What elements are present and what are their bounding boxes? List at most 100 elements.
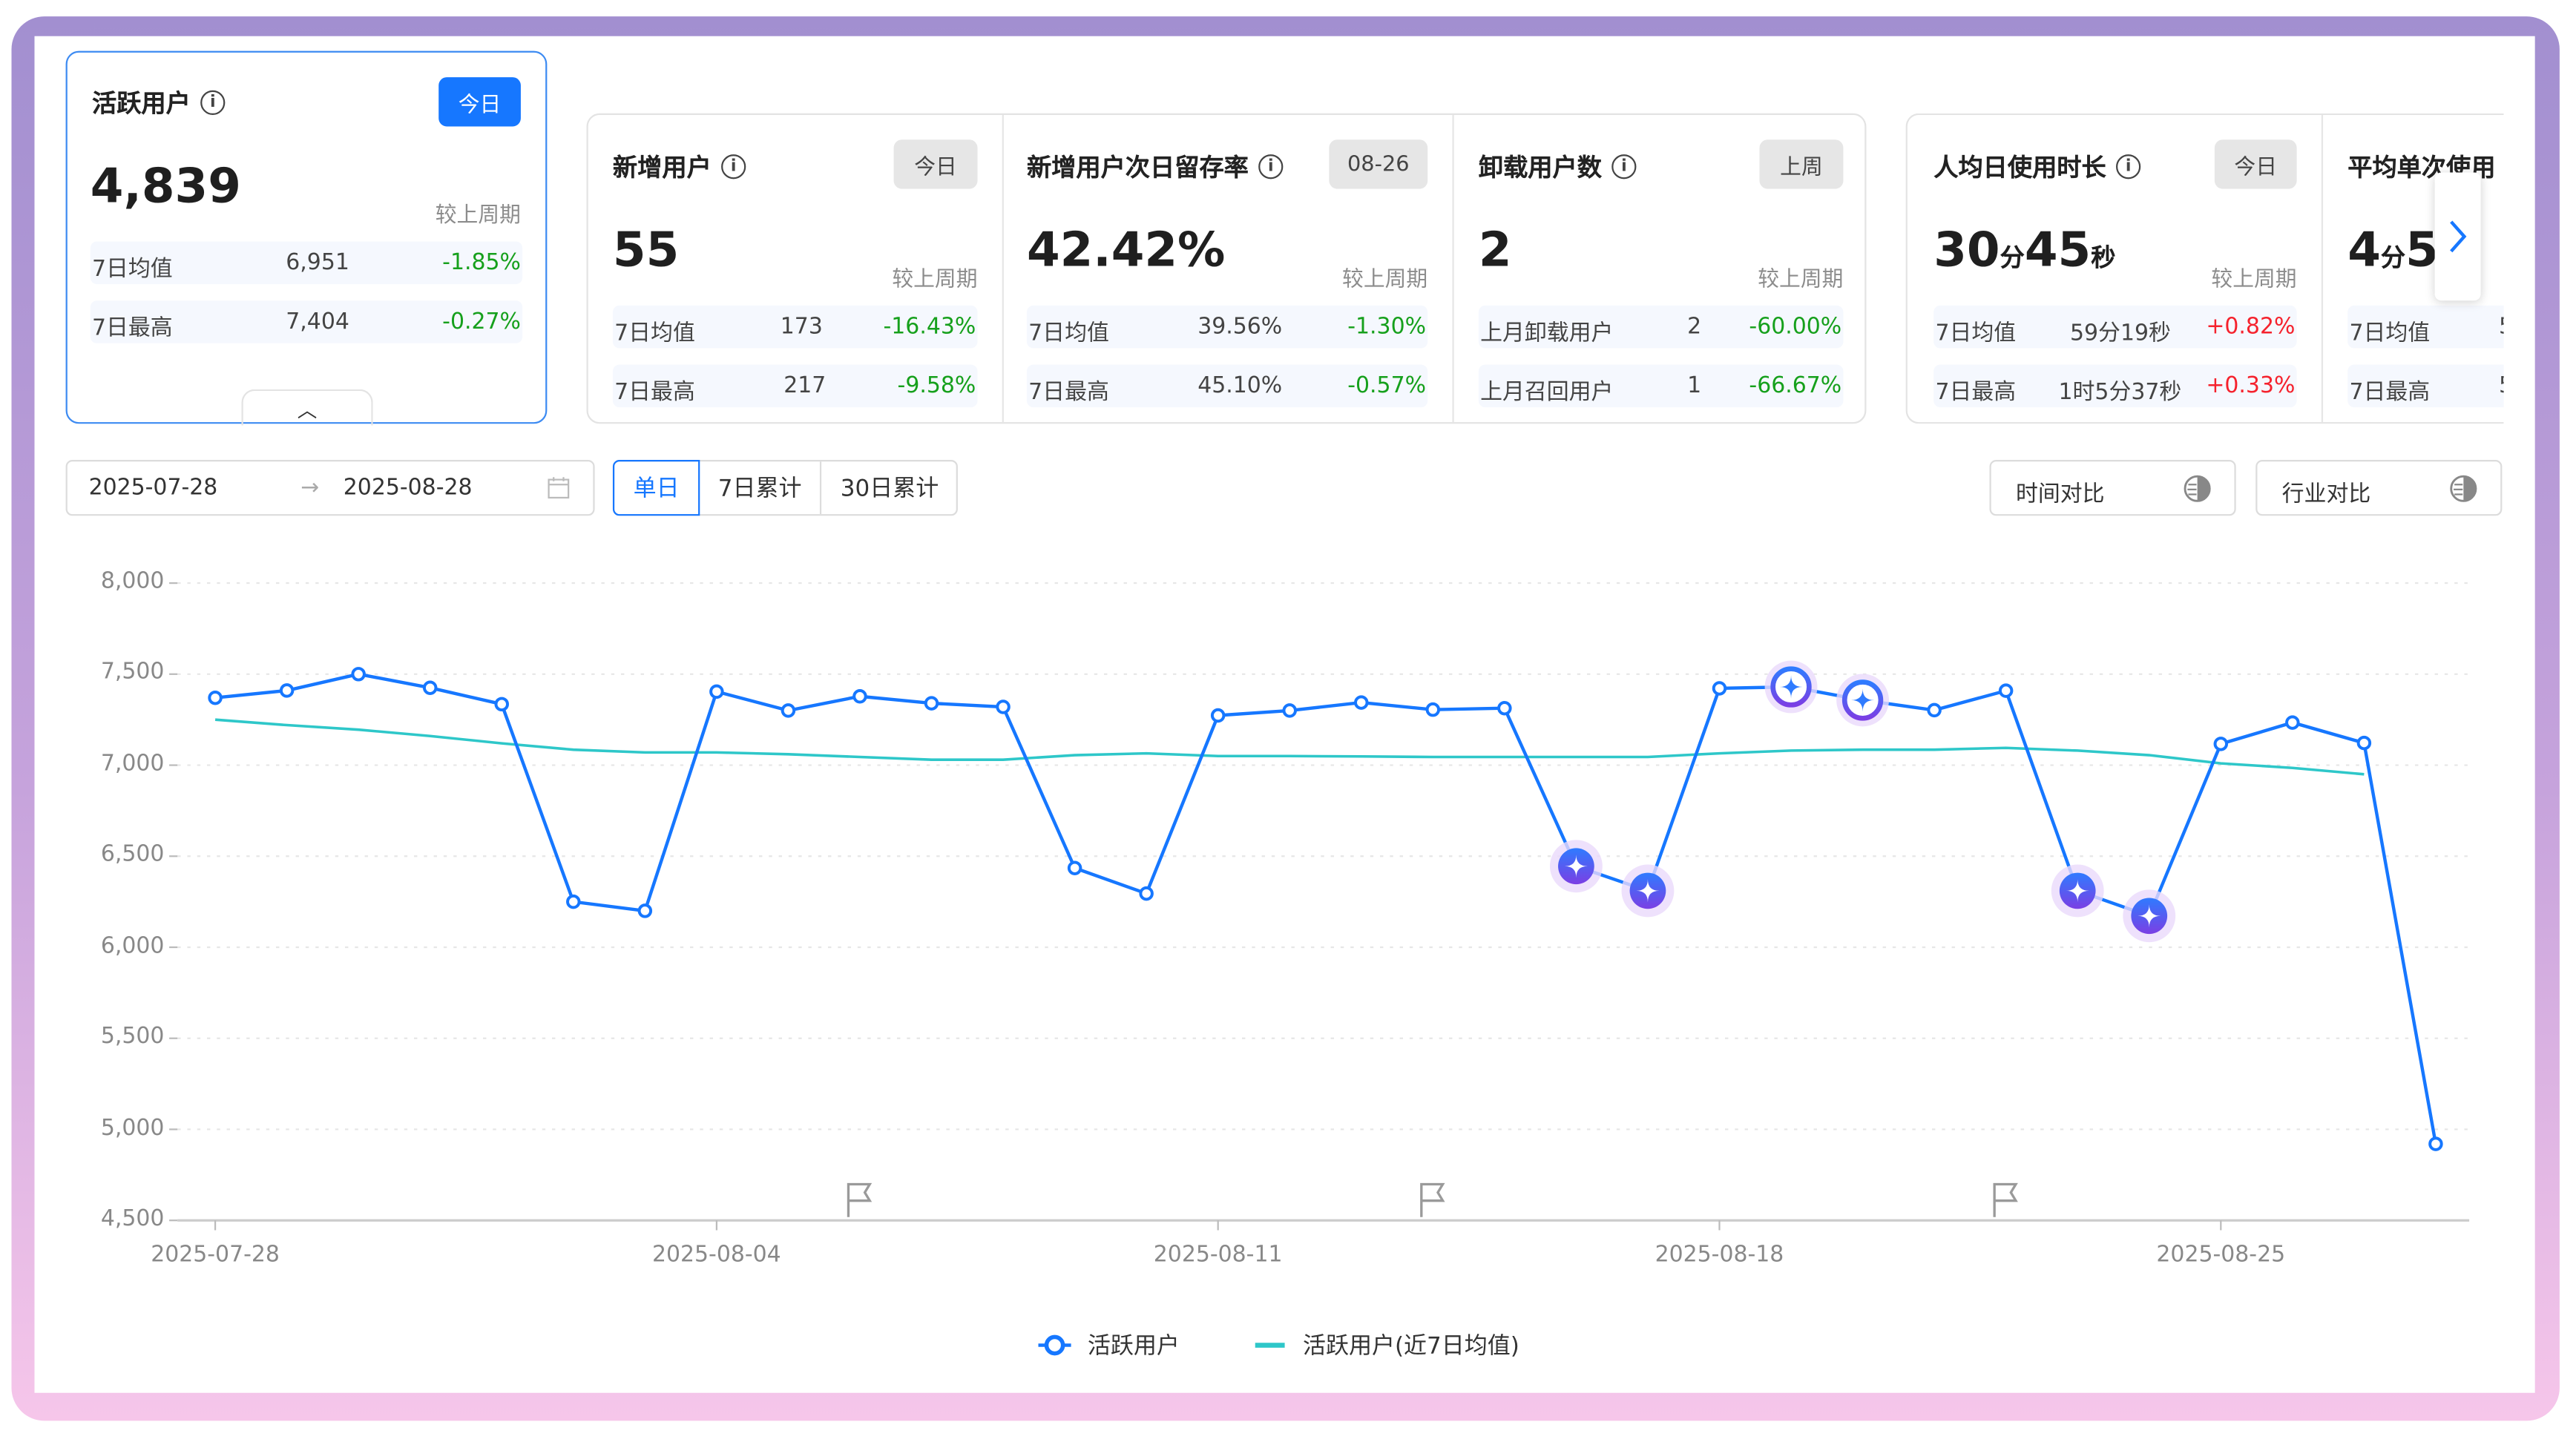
unit: 分 <box>2000 243 2025 273</box>
sparkle-icon <box>1779 675 1803 699</box>
legend-line-circle-icon <box>1038 1334 1071 1356</box>
calendar-icon[interactable] <box>547 476 570 499</box>
data-point <box>351 667 366 682</box>
info-icon[interactable]: i <box>1258 154 1284 180</box>
info-icon[interactable]: i <box>200 90 226 116</box>
stat-row: 7日最高 1时5分37秒 +0.33% <box>1933 364 2297 408</box>
minutes-value: 4 <box>2347 221 2381 278</box>
metric-card-group: 人均日使用时长 i 今日 30分45秒 较上周期 7日均值 59分19秒 +0.82%… <box>1905 113 2504 424</box>
info-icon[interactable]: i <box>721 154 746 180</box>
y-tick-label: 7,500 <box>100 659 165 686</box>
x-tick-label: 2025-08-25 <box>2156 1242 2286 1268</box>
stat-value: 6,951 <box>286 249 349 277</box>
data-point <box>1210 708 1226 723</box>
period-tag[interactable]: 上周 <box>1759 139 1844 189</box>
data-point <box>1139 886 1154 901</box>
x-tick-label: 2025-07-28 <box>151 1242 280 1268</box>
x-tick-label: 2025-08-18 <box>1655 1242 1784 1268</box>
uninstall-card[interactable]: 卸载用户数 i 上周 2 较上周期 上月卸载用户 2 -60.00% 上月召回用户 1 -… <box>1454 115 1865 422</box>
period-tag[interactable]: 08-26 <box>1329 139 1428 189</box>
stat-value: 7,404 <box>286 309 349 335</box>
half-circle-toggle-icon <box>2184 475 2211 502</box>
stat-change: -9.58% <box>897 372 976 400</box>
divider <box>1002 115 1004 423</box>
y-tick-label: 7,000 <box>100 750 165 777</box>
stat-change: -0.57% <box>1347 372 1427 400</box>
new-users-card[interactable]: 新增用户 i 今日 55 较上周期 7日均值 173 -16.43% 7日最高 217 -… <box>588 115 1002 422</box>
metric-value: 4分5 <box>2347 222 2439 277</box>
stat-label: 7日最高 <box>2349 379 2431 406</box>
industry-compare-button[interactable]: 行业对比 <box>2255 460 2503 516</box>
card-title-text: 新增用户次日留存率 <box>1026 152 1249 182</box>
granularity-single-day[interactable]: 单日 <box>612 460 700 516</box>
granularity-segmented-control: 单日 7日累计 30日累计 <box>612 460 958 516</box>
card-title-text: 新增用户 <box>612 152 712 182</box>
info-icon[interactable]: i <box>2116 154 2141 180</box>
legend-item-active-users[interactable]: 活跃用户 <box>1038 1329 1180 1361</box>
period-tag[interactable]: 今日 <box>438 77 521 127</box>
data-point <box>2213 737 2229 751</box>
data-point <box>279 683 295 698</box>
stat-value: 59分19秒 <box>2070 320 2171 347</box>
data-point <box>1282 703 1297 718</box>
data-point <box>566 894 581 909</box>
data-point <box>1927 702 1942 718</box>
data-point <box>2285 715 2300 730</box>
metric-value: 2 <box>1478 221 1512 278</box>
stat-label: 上月召回用户 <box>1480 379 1614 406</box>
collapse-button[interactable]: ︿ <box>241 389 373 426</box>
unit: 分 <box>2380 243 2406 273</box>
sparkle-icon <box>2066 879 2089 903</box>
chevron-right-icon <box>2450 220 2467 253</box>
next-cards-button[interactable] <box>2434 172 2481 301</box>
data-point <box>1354 695 1369 710</box>
period-tag[interactable]: 今日 <box>893 139 978 189</box>
legend-item-7day-average[interactable]: 活跃用户(近7日均值) <box>1254 1329 1519 1361</box>
divider <box>2321 115 2324 423</box>
stat-value: 39.56% <box>1197 313 1283 340</box>
flag-marker-icon <box>1420 1182 1445 1217</box>
stat-change: +0.33% <box>2206 372 2296 400</box>
stat-row: 7日最高 5 <box>2347 364 2504 408</box>
start-date-input[interactable]: 2025-07-28 <box>88 474 218 501</box>
data-point <box>709 684 724 699</box>
card-title-text: 卸载用户数 <box>1478 152 1602 182</box>
y-tick-label: 5,500 <box>100 1023 165 1050</box>
data-point <box>852 689 867 704</box>
stat-row: 7日最高 7,404 -0.27% <box>90 300 523 343</box>
compare-label: 较上周期 <box>892 267 978 293</box>
card-title: 活跃用户 i <box>92 85 226 120</box>
retention-card[interactable]: 新增用户次日留存率 i 08-26 42.42% 较上周期 7日均值 39.56% -… <box>1004 115 1453 422</box>
end-date-input[interactable]: 2025-08-28 <box>343 474 473 501</box>
card-title-text: 人均日使用时长 <box>1933 152 2106 182</box>
y-tick-label: 5,000 <box>100 1114 165 1141</box>
range-arrow-icon: → <box>300 474 320 501</box>
stat-value: 173 <box>780 313 823 340</box>
stat-value: 1时5分37秒 <box>2058 379 2182 406</box>
info-icon[interactable]: i <box>1611 154 1637 180</box>
date-range-picker[interactable]: 2025-07-28 → 2025-08-28 <box>65 460 595 516</box>
button-label: 时间对比 <box>2015 481 2105 508</box>
flag-marker-icon <box>1993 1182 2018 1217</box>
granularity-7-day[interactable]: 7日累计 <box>700 461 822 515</box>
daily-duration-card[interactable]: 人均日使用时长 i 今日 30分45秒 较上周期 7日均值 59分19秒 +0.82%… <box>1908 115 2322 422</box>
stat-value: 45.10% <box>1197 372 1283 400</box>
data-point <box>996 699 1011 714</box>
compare-label: 较上周期 <box>1758 267 1844 293</box>
y-tick-label: 6,500 <box>100 841 165 868</box>
stat-label: 7日最高 <box>614 379 695 406</box>
x-tick-label: 2025-08-04 <box>651 1242 781 1268</box>
stat-value: 5 <box>2499 373 2504 399</box>
granularity-30-day[interactable]: 30日累计 <box>840 476 939 503</box>
time-compare-button[interactable]: 时间对比 <box>1989 460 2236 516</box>
card-title: 卸载用户数 i <box>1479 150 1637 185</box>
period-tag[interactable]: 今日 <box>2214 139 2297 189</box>
data-point <box>1712 681 1727 696</box>
stat-row: 上月卸载用户 2 -60.00% <box>1478 305 1844 349</box>
stat-label: 7日均值 <box>1028 320 1109 347</box>
active-users-card[interactable]: 活跃用户 i 今日 4,839 较上周期 7日均值 6,951 -1.85% 7日最高… <box>65 50 548 426</box>
stat-label: 上月卸载用户 <box>1480 320 1614 347</box>
compare-label: 较上周期 <box>1342 267 1428 293</box>
legend-label: 活跃用户(近7日均值) <box>1302 1334 1519 1360</box>
